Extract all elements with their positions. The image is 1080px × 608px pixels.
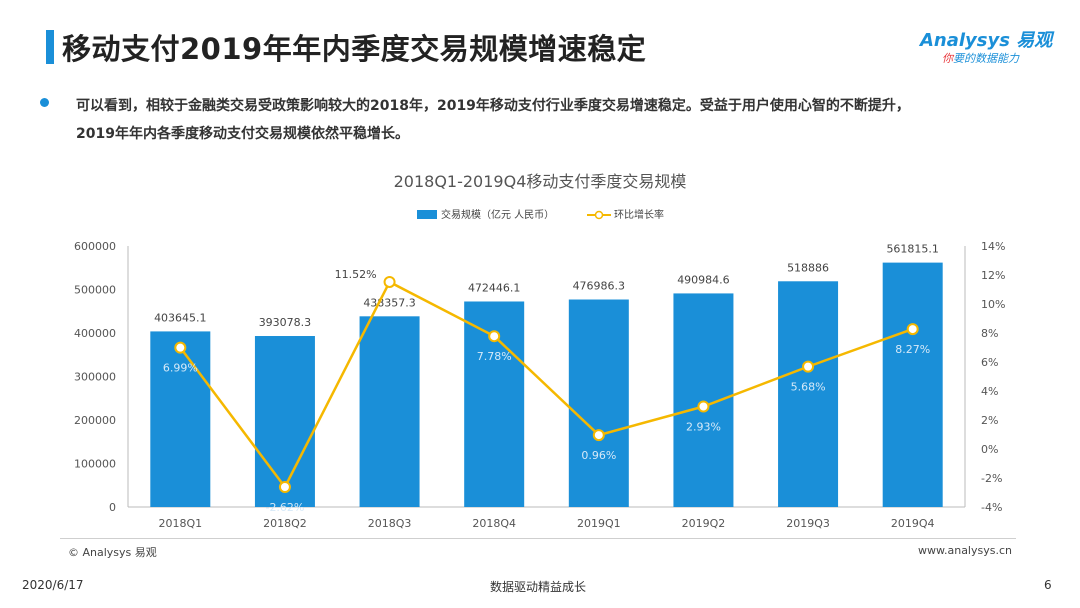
bar-value-label: 472446.1	[468, 281, 521, 294]
y-right-tick-label: 6%	[981, 356, 998, 369]
bar-value-label: 518886	[787, 261, 829, 274]
growth-rate-label: 2.93%	[686, 421, 721, 434]
growth-rate-label: 0.96%	[581, 449, 616, 462]
bar	[359, 316, 420, 507]
growth-rate-point	[383, 275, 396, 288]
x-tick-label: 2019Q1	[577, 517, 621, 530]
footer-divider	[60, 538, 1016, 539]
x-tick-label: 2019Q2	[682, 517, 726, 530]
growth-rate-point	[592, 429, 605, 442]
bar	[254, 336, 315, 507]
growth-rate-point	[278, 480, 291, 493]
slogan: 数据驱动精益成长	[490, 580, 587, 594]
page-title: 移动支付2019年年内季度交易规模增速稳定	[62, 32, 647, 66]
bullet-icon	[40, 98, 49, 107]
growth-rate-line	[179, 280, 914, 490]
logo-tagline-blue: 要的数据能力	[953, 52, 1019, 65]
x-tick-label: 2018Q2	[263, 517, 307, 530]
bar	[568, 299, 629, 507]
y-left-tick-label: 500000	[74, 284, 116, 297]
analysys-logo: Analysys 易观 你要的数据能力	[920, 26, 1060, 68]
y-right-tick-label: 4%	[981, 385, 998, 398]
bar	[150, 331, 211, 507]
summary-line-1: 可以看到，相较于金融类交易受政策影响较大的2018年，2019年移动支付行业季度…	[76, 98, 910, 114]
x-tick-label: 2018Q1	[158, 517, 202, 530]
y-right-tick-label: 2%	[981, 414, 998, 427]
growth-rate-label: 6.99%	[163, 362, 198, 375]
summary-line-2: 2019年年内各季度移动支付交易规模依然平稳增长。	[76, 126, 409, 142]
copyright: © Analysys 易观	[68, 546, 157, 559]
bar	[882, 262, 943, 507]
growth-rate-label: 5.68%	[791, 381, 826, 394]
logo-tagline: 你要的数据能力	[942, 50, 1019, 66]
growth-rate-point	[488, 330, 501, 343]
growth-rate-label: 11.52%	[335, 268, 377, 281]
y-right-tick-label: -2%	[981, 472, 1002, 485]
growth-rate-point	[174, 341, 187, 354]
logo-main-text: Analysys 易观	[920, 30, 1053, 51]
bar-value-label: 393078.3	[259, 316, 312, 329]
bar-value-label: 403645.1	[154, 311, 207, 324]
bar-value-label: 561815.1	[886, 243, 939, 256]
legend-line-marker	[594, 210, 604, 220]
bar-value-label: 438357.3	[363, 296, 416, 309]
growth-rate-point	[906, 323, 919, 336]
bar	[673, 293, 734, 507]
y-right-tick-label: 12%	[981, 269, 1005, 282]
y-right-tick-label: 10%	[981, 298, 1005, 311]
y-right-tick-label: 8%	[981, 327, 998, 340]
summary-paragraph: 可以看到，相较于金融类交易受政策影响较大的2018年，2019年移动支付行业季度…	[76, 92, 1051, 148]
y-right-tick-label: -4%	[981, 501, 1002, 514]
growth-rate-label: 8.27%	[895, 343, 930, 356]
x-tick-label: 2018Q4	[472, 517, 516, 530]
date: 2020/6/17	[22, 578, 84, 592]
bar-value-label: 476986.3	[573, 280, 626, 293]
y-left-tick-label: 200000	[74, 414, 116, 427]
y-left-tick-label: 100000	[74, 458, 116, 471]
x-tick-label: 2019Q4	[891, 517, 935, 530]
growth-rate-label: -2.62%	[265, 501, 304, 514]
bar	[778, 281, 839, 507]
y-left-tick-label: 0	[109, 501, 116, 514]
website: www.analysys.cn	[918, 544, 1012, 557]
growth-rate-point	[697, 400, 710, 413]
chart-title: 2018Q1-2019Q4移动支付季度交易规模	[394, 172, 687, 191]
legend-bar-label: 交易规模（亿元 人民币）	[441, 208, 554, 221]
y-right-tick-label: 14%	[981, 240, 1005, 253]
growth-rate-point	[802, 360, 815, 373]
x-tick-label: 2019Q3	[786, 517, 830, 530]
y-left-tick-label: 600000	[74, 240, 116, 253]
y-left-tick-label: 300000	[74, 371, 116, 384]
legend-line-label: 环比增长率	[614, 208, 664, 221]
growth-rate-label: 7.78%	[477, 350, 512, 363]
y-left-tick-label: 400000	[74, 327, 116, 340]
page-number: 6	[1044, 578, 1052, 592]
bar-value-label: 490984.6	[677, 273, 730, 286]
legend-bar-swatch	[417, 210, 437, 219]
logo-tagline-red: 你	[942, 52, 953, 65]
title-accent-bar	[46, 30, 54, 64]
y-right-tick-label: 0%	[981, 443, 998, 456]
x-tick-label: 2018Q3	[368, 517, 412, 530]
